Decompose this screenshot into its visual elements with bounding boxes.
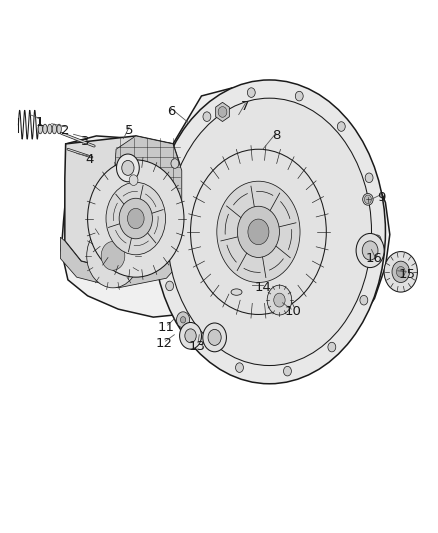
Circle shape: [328, 342, 336, 352]
Text: 6: 6: [166, 106, 175, 118]
Circle shape: [117, 154, 139, 182]
Circle shape: [191, 149, 326, 314]
Polygon shape: [61, 88, 390, 357]
Circle shape: [194, 333, 201, 342]
Text: 9: 9: [377, 191, 385, 204]
Circle shape: [171, 159, 179, 168]
Circle shape: [203, 112, 211, 122]
Ellipse shape: [47, 124, 52, 134]
Text: 7: 7: [241, 100, 250, 113]
Polygon shape: [60, 232, 182, 288]
Polygon shape: [114, 136, 182, 213]
Circle shape: [356, 233, 384, 268]
Circle shape: [106, 182, 166, 255]
Text: 11: 11: [158, 321, 175, 334]
Circle shape: [392, 261, 410, 282]
Circle shape: [87, 224, 139, 288]
Ellipse shape: [38, 124, 42, 134]
Circle shape: [180, 317, 186, 323]
Circle shape: [158, 219, 166, 229]
Circle shape: [283, 366, 291, 376]
Circle shape: [217, 181, 300, 282]
Circle shape: [203, 323, 226, 352]
Text: 12: 12: [156, 337, 173, 350]
Text: 5: 5: [125, 124, 134, 137]
Text: 8: 8: [272, 130, 280, 142]
Circle shape: [122, 160, 134, 175]
Circle shape: [237, 206, 279, 257]
Circle shape: [248, 219, 269, 245]
Ellipse shape: [43, 124, 47, 134]
Circle shape: [267, 285, 292, 315]
Text: 2: 2: [61, 124, 70, 137]
Text: 4: 4: [85, 154, 94, 166]
Polygon shape: [65, 136, 182, 272]
Circle shape: [295, 91, 303, 101]
Circle shape: [274, 293, 285, 307]
Circle shape: [208, 329, 221, 345]
Circle shape: [166, 281, 173, 290]
Text: 15: 15: [399, 268, 416, 281]
Ellipse shape: [231, 289, 242, 295]
Circle shape: [247, 88, 255, 98]
Circle shape: [180, 322, 201, 349]
Circle shape: [88, 160, 184, 277]
Circle shape: [396, 266, 405, 277]
Circle shape: [365, 173, 373, 183]
Text: 1: 1: [35, 116, 44, 129]
Circle shape: [127, 208, 144, 229]
Circle shape: [185, 329, 196, 343]
Circle shape: [373, 235, 381, 245]
Ellipse shape: [167, 98, 371, 366]
Ellipse shape: [52, 124, 57, 134]
Circle shape: [337, 122, 345, 131]
Polygon shape: [215, 102, 230, 122]
Circle shape: [177, 312, 190, 328]
Circle shape: [119, 198, 152, 239]
Circle shape: [218, 107, 227, 117]
Circle shape: [360, 295, 368, 305]
Text: 3: 3: [81, 135, 90, 148]
Ellipse shape: [363, 193, 373, 205]
Circle shape: [236, 363, 244, 373]
Ellipse shape: [153, 80, 385, 384]
Circle shape: [129, 175, 138, 185]
Circle shape: [364, 195, 371, 204]
Text: 13: 13: [189, 340, 205, 353]
Text: 14: 14: [254, 281, 271, 294]
Circle shape: [101, 241, 125, 270]
Circle shape: [362, 241, 378, 260]
Ellipse shape: [57, 124, 61, 134]
Circle shape: [384, 252, 417, 292]
Text: 16: 16: [366, 252, 383, 265]
Text: 10: 10: [285, 305, 302, 318]
